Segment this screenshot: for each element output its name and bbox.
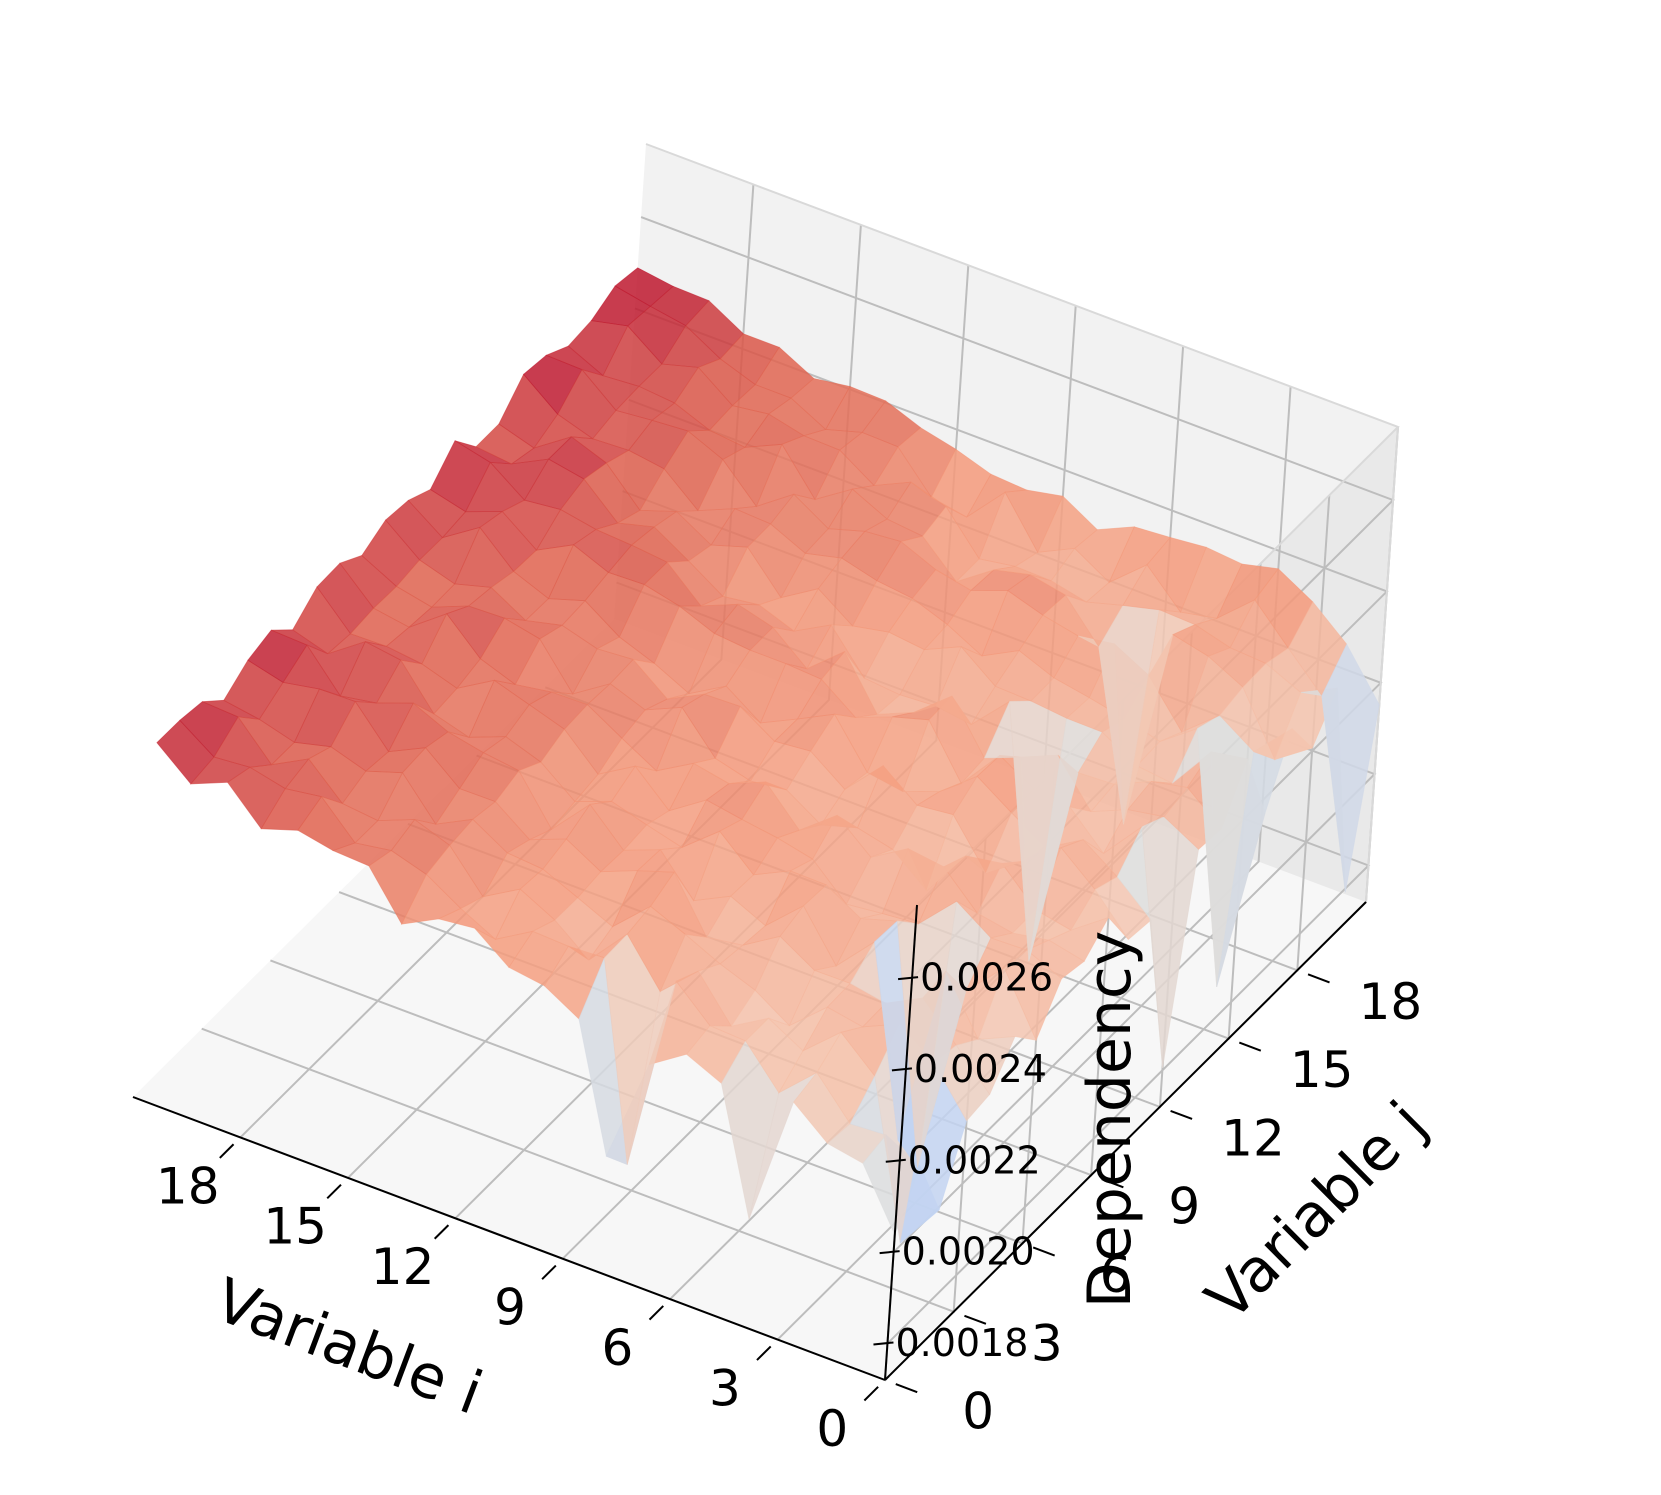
x-tick-label: 15: [263, 1198, 327, 1256]
x-tick-label: 6: [602, 1319, 634, 1377]
pane-back-edge: [1365, 426, 1399, 903]
z-tick-label: 0.0020: [902, 1230, 1035, 1274]
y-tick-label: 18: [1359, 973, 1423, 1031]
z-tick-label: 0.0024: [914, 1047, 1047, 1091]
y-tick-label: 3: [1031, 1314, 1063, 1372]
z-tick: [897, 976, 919, 981]
y-tick-label: 15: [1290, 1041, 1354, 1099]
z-tick-label: 0.0022: [908, 1138, 1041, 1182]
y-tick-label: 6: [1100, 1246, 1132, 1304]
x-tick: [219, 1143, 235, 1159]
tick-labels: 036912151803691215180.00180.00200.00220.…: [156, 956, 1422, 1458]
y-tick: [1307, 973, 1330, 984]
x-tick-label: 3: [709, 1359, 741, 1417]
y-tick-label: 9: [1168, 1178, 1200, 1236]
x-tick: [433, 1224, 450, 1240]
y-tick: [964, 1314, 987, 1325]
z-axis-title: Dependency: [1075, 931, 1145, 1309]
x-tick: [863, 1386, 879, 1402]
y-tick: [1101, 1178, 1124, 1189]
x-tick: [541, 1264, 557, 1280]
z-axis-line: [884, 904, 918, 1381]
x-tick-label: 9: [494, 1279, 526, 1337]
x-tick: [756, 1345, 772, 1361]
x-tick: [648, 1305, 664, 1321]
x-tick-label: 12: [371, 1238, 435, 1296]
y-tick-label: 12: [1221, 1109, 1285, 1167]
x-axis-title: Variable i: [206, 1265, 491, 1429]
y-tick: [1170, 1109, 1193, 1120]
z-tick-label: 0.0018: [895, 1321, 1028, 1365]
z-tick: [879, 1250, 900, 1255]
y-tick: [1238, 1041, 1262, 1052]
surface: [156, 267, 1380, 1244]
z-tick-label: 0.0026: [920, 956, 1053, 1000]
x-tick-label: 0: [816, 1400, 848, 1458]
x-tick-label: 18: [156, 1157, 220, 1215]
z-tick: [873, 1341, 894, 1346]
x-tick: [326, 1183, 342, 1200]
x-axis-line: [132, 1096, 886, 1381]
y-tick-label: 0: [962, 1383, 994, 1441]
y-tick: [1032, 1246, 1056, 1257]
y-axis-line: [884, 901, 1367, 1381]
surface-patch: [1321, 643, 1380, 893]
y-tick: [895, 1383, 918, 1394]
axis-lines: [132, 901, 1367, 1381]
z-tick: [891, 1067, 913, 1072]
z-tick: [885, 1158, 906, 1163]
